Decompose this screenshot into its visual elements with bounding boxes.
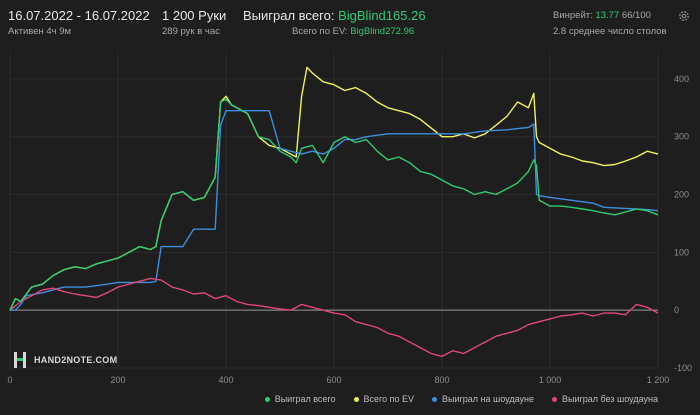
legend-item-showdown[interactable]: Выиграл на шоудауне [432,394,534,404]
x-tick-label: 1 000 [539,375,562,385]
gear-icon-graphic [679,11,689,21]
ev-total: Всего по EV: BigBlind272.96 [292,26,414,37]
hands-count: 1 200 Руки [162,8,227,23]
legend-label: Выиграл без шоудауна [562,394,658,404]
date-range[interactable]: 16.07.2022 - 16.07.2022 [8,8,150,23]
legend-dot-ev-total [353,396,359,402]
legend-label: Выиграл всего [274,394,336,404]
legend-dot-won-total [264,396,270,402]
series-showdown [10,110,659,311]
active-time: Активен 4ч 9м [8,26,72,37]
legend-item-won-total[interactable]: Выиграл всего [264,394,336,404]
chart-legend: Выиграл всего Всего по EV Выиграл на шоу… [264,394,658,404]
legend-label: Выиграл на шоудауне [442,394,534,404]
y-tick-label: 100 [674,247,689,257]
legend-item-ev-total[interactable]: Всего по EV [353,394,415,404]
legend-label: Всего по EV [363,394,415,404]
hand2note-logo-icon [14,352,26,368]
winrate-label: Винрейт: [553,10,593,21]
winrate-value: 13.77 [595,10,620,21]
x-tick-label: 200 [110,375,125,385]
legend-dot-non-showdown [552,396,557,402]
ev-total-value: BigBlind272.96 [350,26,415,37]
x-tick-label: 0 [7,375,12,385]
winrate: Винрейт: 13.77 66/100 [553,10,651,21]
legend-dot-showdown [432,396,438,402]
winrate-hands: 66/100 [621,10,651,21]
won-total-value: BigBlind165.26 [338,8,426,23]
won-total-label: Выиграл всего: [243,8,335,23]
gear-icon[interactable] [677,9,691,23]
ev-total-label: Всего по EV: [292,26,348,37]
y-tick-label: -100 [674,363,692,373]
hands-per-hour: 289 рук в час [162,26,220,37]
x-tick-label: 400 [218,375,233,385]
avg-tables: 2.8 среднее число столов [553,26,667,37]
x-tick-label: 800 [434,375,449,385]
y-tick-label: 0 [674,305,679,315]
hand2note-logo: HAND2NOTE.COM [14,352,117,368]
legend-item-non-showdown[interactable]: Выиграл без шоудауна [552,394,658,404]
series-won-total [9,98,659,311]
x-tick-label: 1 200 [647,375,670,385]
y-tick-label: 300 [674,132,689,142]
series-non-showdown [9,277,659,358]
y-tick-label: 400 [674,74,689,84]
logo-text: HAND2NOTE.COM [34,355,118,365]
stats-header: 16.07.2022 - 16.07.2022 Активен 4ч 9м 1 … [0,0,700,45]
y-tick-label: 200 [674,190,689,200]
x-tick-label: 600 [326,375,341,385]
won-total: Выиграл всего: BigBlind165.26 [243,8,426,23]
